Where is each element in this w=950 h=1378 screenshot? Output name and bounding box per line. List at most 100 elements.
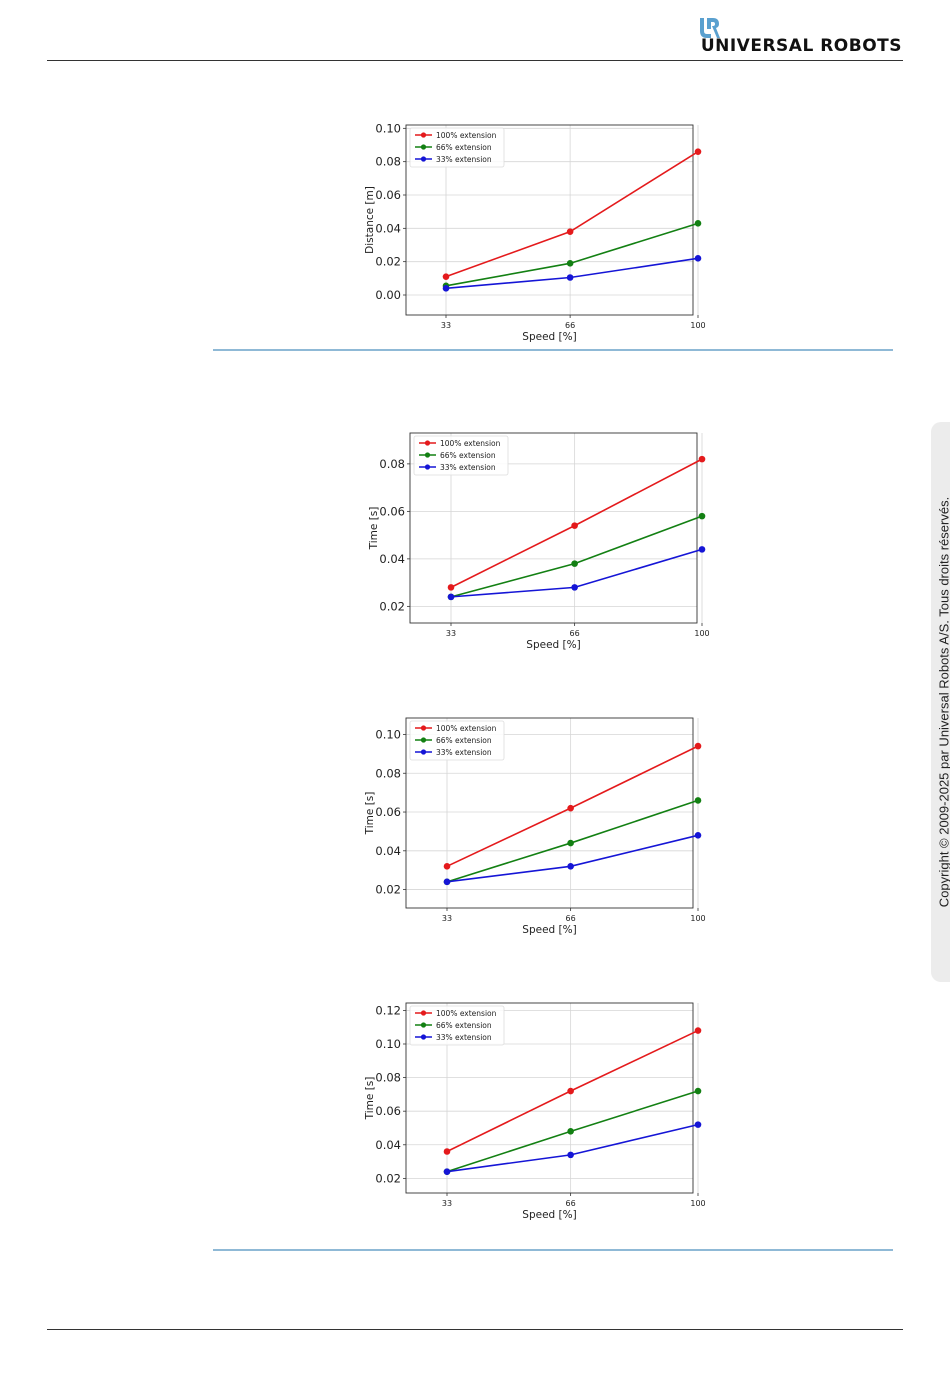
legend-label: 100% extension xyxy=(436,724,497,733)
y-tick-label: 0.04 xyxy=(375,221,401,235)
y-tick-label: 0.06 xyxy=(375,1104,401,1118)
legend-label: 33% extension xyxy=(436,1033,492,1042)
ur-logo-icon xyxy=(700,18,720,38)
legend-label: 100% extension xyxy=(436,131,497,140)
plot-frame xyxy=(405,717,694,909)
y-tick-label: 0.10 xyxy=(375,727,401,741)
data-point xyxy=(447,584,455,591)
data-point xyxy=(442,285,450,292)
y-tick-label: 0.02 xyxy=(379,599,405,613)
x-tick-label: 33 xyxy=(446,629,456,638)
legend-marker xyxy=(420,1010,427,1016)
data-point xyxy=(694,742,702,750)
y-tick-label: 0.08 xyxy=(375,1071,401,1085)
legend-label: 100% extension xyxy=(436,1009,497,1018)
legend-marker xyxy=(420,132,427,138)
data-point xyxy=(567,1087,574,1095)
data-point xyxy=(443,878,451,886)
legend xyxy=(409,127,505,168)
legend-label: 33% extension xyxy=(436,155,492,164)
side-tab xyxy=(931,422,950,982)
legend xyxy=(409,720,505,761)
logo-wordmark: UNIVERSAL ROBOTS xyxy=(700,36,902,56)
legend-marker xyxy=(424,440,431,446)
data-point xyxy=(442,273,450,280)
y-tick-label: 0.04 xyxy=(379,552,405,566)
y-tick-label: 0.04 xyxy=(375,844,401,858)
chart-4: 0.02 0.04 0.06 0.08 0.10 0.12 33 66 100 Speed [%]… xyxy=(364,1002,706,1221)
data-point xyxy=(566,274,574,281)
footer-divider xyxy=(47,1329,903,1330)
legend-label: 100% extension xyxy=(440,439,501,448)
y-axis-label: Distance [m] xyxy=(364,186,376,254)
y-axis-label: Time [s] xyxy=(364,792,376,836)
legend-label: 33% extension xyxy=(440,463,496,472)
legend-marker xyxy=(420,1022,427,1028)
y-tick-label: 0.08 xyxy=(375,766,401,780)
data-point xyxy=(567,839,574,847)
y-tick-label: 0.02 xyxy=(375,255,401,269)
data-point xyxy=(443,1148,451,1155)
x-tick-label: 33 xyxy=(441,321,451,330)
y-tick-label: 0.12 xyxy=(375,1003,401,1017)
x-axis-label: Speed [%] xyxy=(522,924,576,936)
data-point xyxy=(694,1087,702,1095)
data-point xyxy=(694,255,702,262)
data-point xyxy=(694,1121,702,1128)
data-point xyxy=(694,220,702,227)
x-tick-label: 100 xyxy=(690,914,705,923)
legend-marker xyxy=(420,749,427,755)
legend-marker xyxy=(420,725,427,731)
y-tick-label: 0.08 xyxy=(379,457,405,471)
legend-label: 66% extension xyxy=(436,736,492,745)
legend-label: 33% extension xyxy=(436,748,492,757)
x-axis-label: Speed [%] xyxy=(522,331,576,343)
y-tick-label: 0.08 xyxy=(375,155,401,169)
y-tick-label: 0.02 xyxy=(375,1171,401,1185)
x-axis-label: Speed [%] xyxy=(526,639,580,651)
data-point xyxy=(571,522,578,529)
data-point xyxy=(698,455,706,463)
universal-robots-logo: UNIVERSAL ROBOTS xyxy=(698,16,908,56)
legend-label: 66% extension xyxy=(436,143,492,152)
data-point xyxy=(698,512,706,520)
legend-marker xyxy=(420,737,427,743)
legend-label: 66% extension xyxy=(436,1021,492,1030)
data-point xyxy=(566,260,574,267)
y-tick-label: 0.10 xyxy=(375,121,401,135)
x-axis-label: Speed [%] xyxy=(522,1209,576,1221)
legend-marker xyxy=(424,464,431,470)
plot-frame xyxy=(405,124,694,316)
x-tick-label: 33 xyxy=(442,1199,452,1208)
chart-3: 0.02 0.04 0.06 0.08 0.10 33 66 100 Speed [%] Time… xyxy=(364,717,706,936)
x-tick-label: 100 xyxy=(690,321,705,330)
data-point xyxy=(571,584,578,591)
data-point xyxy=(571,560,578,567)
data-point xyxy=(694,797,702,804)
y-tick-label: 0.00 xyxy=(375,288,401,302)
x-tick-label: 100 xyxy=(694,629,709,638)
data-point xyxy=(694,148,702,155)
copyright-notice: Copyright © 2009-2025 par Universal Robo… xyxy=(936,496,950,908)
data-point xyxy=(567,1151,574,1159)
plot-frame xyxy=(405,1002,694,1194)
plot-frame xyxy=(409,432,698,624)
x-tick-label: 66 xyxy=(566,1199,576,1208)
section-divider xyxy=(213,349,893,351)
legend-marker xyxy=(420,156,427,162)
data-point xyxy=(443,1168,451,1175)
y-tick-label: 0.10 xyxy=(375,1037,401,1051)
data-point xyxy=(566,228,574,235)
data-point xyxy=(447,593,455,601)
data-point xyxy=(698,546,706,553)
data-point xyxy=(567,804,574,812)
data-point xyxy=(694,831,702,839)
legend xyxy=(409,1005,505,1046)
data-point xyxy=(443,863,451,870)
x-tick-label: 66 xyxy=(570,629,580,638)
data-point xyxy=(694,1027,702,1034)
y-tick-label: 0.06 xyxy=(375,188,401,202)
header-divider xyxy=(47,60,903,61)
legend xyxy=(413,435,509,476)
legend-marker xyxy=(420,1034,427,1040)
